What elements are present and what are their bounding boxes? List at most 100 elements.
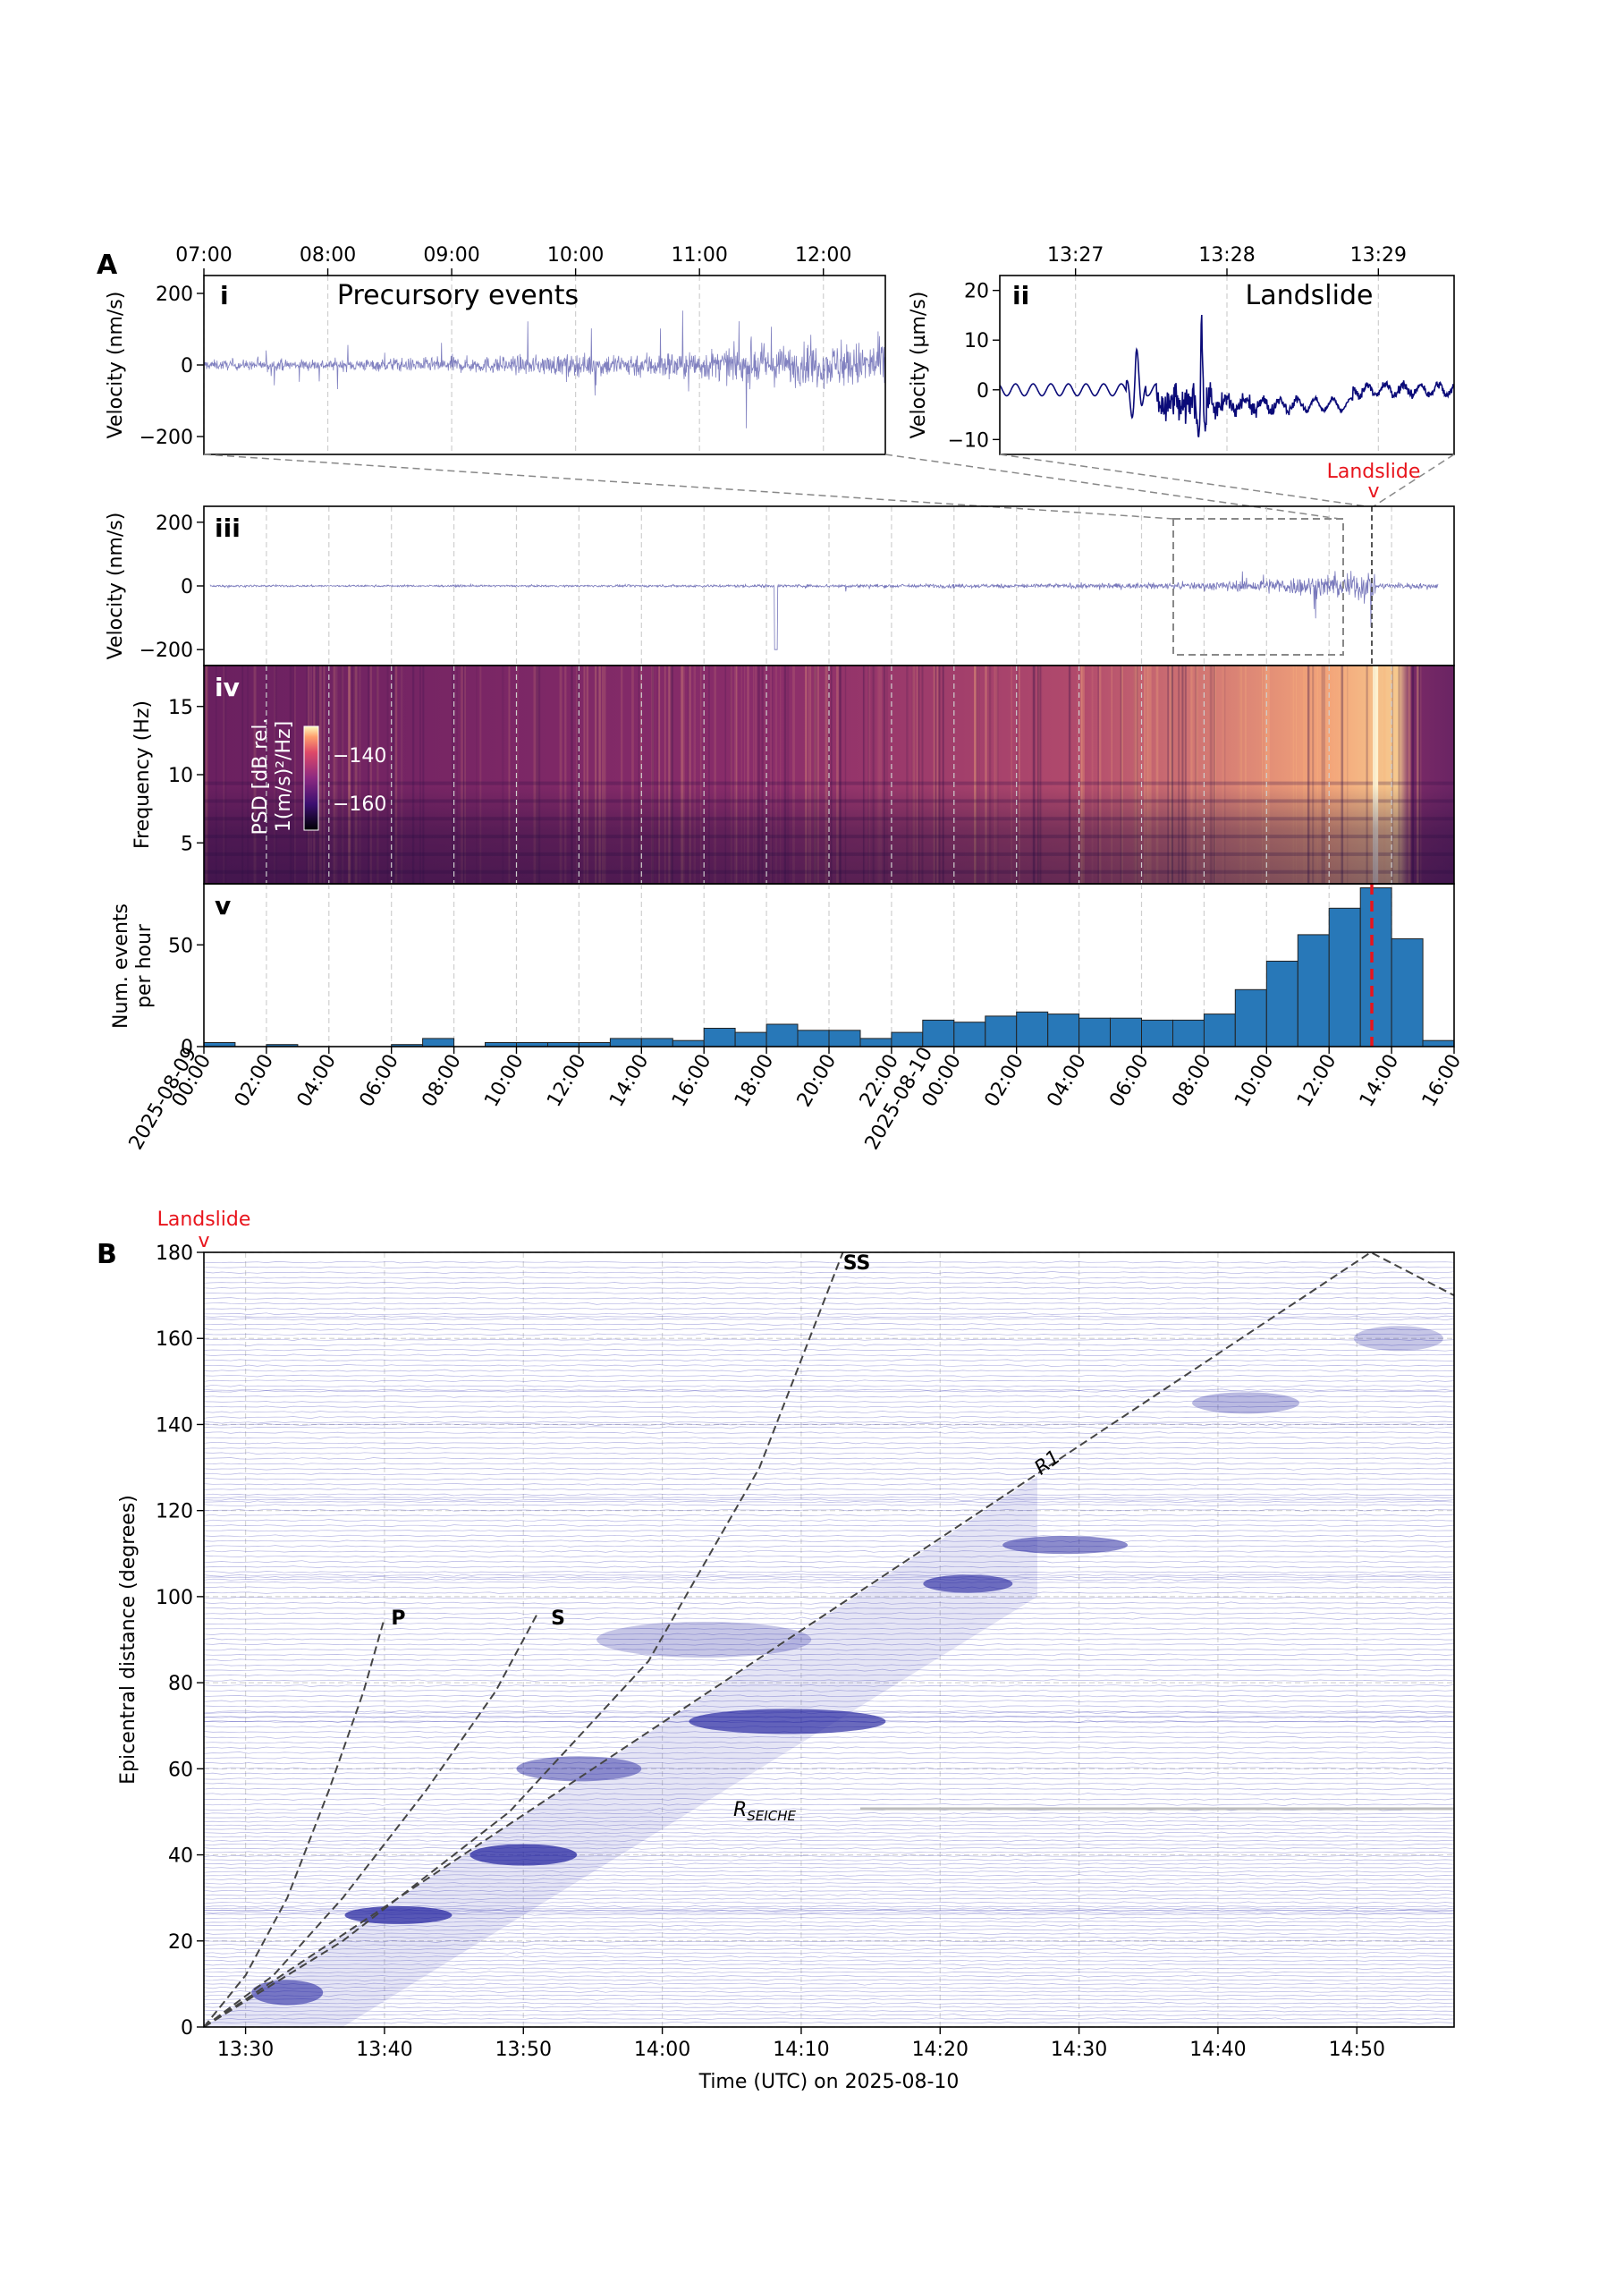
- panel-letter-a: A: [97, 250, 118, 281]
- energy-arrival: [923, 1574, 1013, 1593]
- panel-v-ylabel-2: per hour: [133, 923, 156, 1008]
- event-count-bar: [797, 1030, 830, 1047]
- r1-wavetrain: [204, 1476, 1037, 2027]
- station-trace: [204, 1967, 1454, 1970]
- panel-i-xtick-label: 11:00: [671, 244, 727, 267]
- panel-iii-ylabel: Velocity (nm/s): [105, 513, 127, 660]
- station-trace: [204, 1359, 1454, 1362]
- station-trace: [204, 1353, 1454, 1357]
- record-section-energy: [204, 1326, 1443, 2027]
- event-count-bar: [1328, 907, 1361, 1047]
- panel-v-ylabel-1: Num. events: [110, 903, 132, 1029]
- panel-iv-ytick-label: 15: [168, 697, 193, 719]
- station-trace: [204, 1338, 1454, 1341]
- panel-iv-ylabel: Frequency (Hz): [131, 700, 154, 849]
- station-trace: [204, 2021, 1454, 2024]
- station-trace: [204, 1446, 1454, 1450]
- station-trace: [204, 1441, 1454, 1445]
- station-trace: [204, 1281, 1454, 1285]
- station-trace: [204, 1545, 1454, 1548]
- seiche-label-sub: SEICHE: [747, 1808, 796, 1824]
- station-trace: [204, 1315, 1454, 1319]
- station-trace: [204, 1823, 1454, 1827]
- panel-v-xtick-label: 08:00: [418, 1051, 465, 1111]
- station-trace: [204, 1534, 1454, 1538]
- station-trace: [204, 1539, 1454, 1543]
- panel-v-xtick-label: 20:00: [793, 1051, 841, 1111]
- panel-ii-trace: [1000, 314, 1454, 437]
- phase-label-r1: R1: [1030, 1446, 1064, 1480]
- panel-ii-ytick-label: 10: [964, 330, 989, 352]
- station-trace: [204, 1990, 1454, 1993]
- station-trace: [204, 1959, 1454, 1963]
- event-count-bar: [1359, 887, 1392, 1047]
- station-trace: [204, 1735, 1454, 1739]
- station-trace: [204, 1405, 1454, 1409]
- energy-arrival: [344, 1905, 453, 1924]
- station-trace: [204, 1761, 1454, 1765]
- event-count-bar: [1265, 961, 1298, 1047]
- station-trace: [204, 2002, 1454, 2005]
- station-trace: [204, 1642, 1454, 1646]
- panel-iii-landslide-label: Landslide: [1327, 461, 1421, 483]
- station-trace: [204, 1379, 1454, 1383]
- station-trace: [204, 1292, 1454, 1295]
- panel-i-xtick-label: 10:00: [547, 244, 604, 267]
- station-trace: [204, 1700, 1454, 1703]
- station-trace: [204, 1348, 1454, 1352]
- panel-i-xtick-label: 12:00: [795, 244, 851, 267]
- panel-iii-ytick-label: 0: [181, 576, 193, 598]
- event-count-bar: [640, 1038, 673, 1047]
- station-trace: [204, 1816, 1454, 1819]
- station-trace: [204, 1653, 1454, 1657]
- event-count-bar: [609, 1038, 642, 1047]
- station-trace: [204, 1978, 1454, 1982]
- panel-iv-ytick-label: 5: [181, 833, 193, 855]
- station-trace: [204, 1333, 1454, 1336]
- panel-iii-trace: [209, 571, 1439, 650]
- station-trace: [204, 1565, 1454, 1569]
- station-trace: [204, 1893, 1454, 1896]
- station-trace: [204, 1622, 1454, 1625]
- panel-ii-ytick-label: −10: [948, 429, 989, 452]
- panel-b-ylabel: Epicentral distance (degrees): [117, 1495, 140, 1785]
- station-trace: [204, 1924, 1454, 1928]
- panel-iii-zoom-box: [1172, 518, 1344, 656]
- panel-letter-b: B: [97, 1239, 117, 1270]
- panel-iv: iv −140 −160 PSD [dB rel. 1(m/s)²/Hz] 15…: [131, 665, 1455, 885]
- panel-v-xtick-label: 18:00: [731, 1051, 778, 1111]
- station-trace: [204, 1369, 1454, 1372]
- station-trace: [204, 1307, 1454, 1310]
- station-trace: [204, 1668, 1454, 1672]
- panel-b-ytick-label: 140: [156, 1414, 193, 1437]
- panel-v-xtick-label: 06:00: [356, 1051, 403, 1111]
- station-trace: [204, 1674, 1454, 1677]
- station-trace: [204, 1575, 1454, 1579]
- station-trace: [204, 1997, 1454, 2001]
- event-count-bar: [1047, 1014, 1080, 1047]
- panel-b-xtick-label: 13:40: [356, 2039, 412, 2061]
- colorbar-tick-160: −160: [333, 793, 386, 816]
- panel-i-number: i: [220, 281, 229, 310]
- panel-iii-landslide-marker: v: [1367, 480, 1379, 503]
- station-trace: [204, 1633, 1454, 1636]
- panel-b-xtick-label: 14:40: [1189, 2039, 1246, 2061]
- energy-arrival: [469, 1844, 578, 1866]
- panel-i-ylabel: Velocity (nm/s): [105, 292, 127, 439]
- station-trace: [204, 1415, 1454, 1419]
- event-count-bar: [1297, 934, 1330, 1047]
- station-trace: [204, 1694, 1454, 1698]
- station-trace: [204, 1878, 1454, 1881]
- station-trace: [204, 1866, 1454, 1870]
- panel-ii: ii Landslide 13:27 13:28 13:29 20 10 0 −10 Vel…: [908, 244, 1455, 455]
- panel-i-title: Precursory events: [337, 280, 579, 311]
- panel-v-xtick-label: 16:00: [668, 1051, 715, 1111]
- station-trace: [204, 1793, 1454, 1796]
- station-trace: [204, 1971, 1454, 1974]
- station-trace: [204, 1327, 1454, 1331]
- panel-b-landslide-label: Landslide: [157, 1209, 251, 1231]
- panel-iv-number: iv: [215, 673, 240, 702]
- energy-arrival: [689, 1709, 886, 1734]
